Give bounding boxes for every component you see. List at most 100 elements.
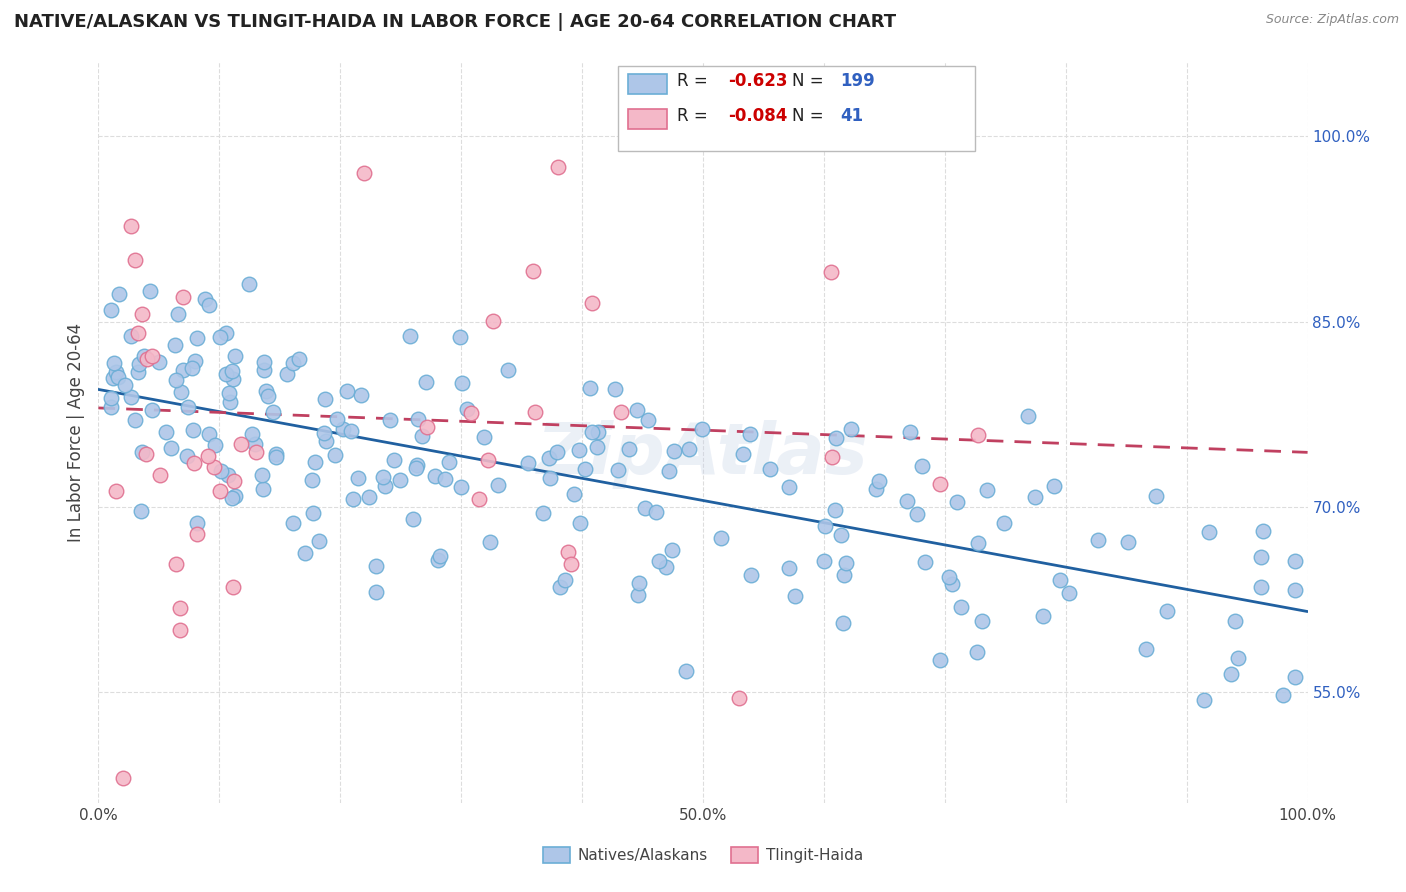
Point <box>460 406 482 420</box>
Point <box>830 527 852 541</box>
Point <box>238 277 260 291</box>
Point <box>262 405 284 419</box>
Point <box>423 469 446 483</box>
Point <box>433 472 456 486</box>
Point <box>170 385 193 400</box>
Point <box>928 477 950 491</box>
Point <box>302 506 325 520</box>
Point <box>165 557 187 571</box>
Point <box>586 425 609 440</box>
Point <box>416 420 439 434</box>
Point <box>740 426 762 441</box>
Point <box>301 473 323 487</box>
Point <box>1226 651 1249 665</box>
Point <box>215 367 238 381</box>
Point <box>325 412 347 426</box>
Point <box>821 450 844 464</box>
Point <box>197 426 219 441</box>
Point <box>253 355 276 369</box>
Point <box>831 616 853 631</box>
Point <box>938 570 960 584</box>
Point <box>224 349 246 363</box>
Point <box>304 455 326 469</box>
Text: -0.623: -0.623 <box>728 72 787 90</box>
Point <box>496 362 519 376</box>
Point <box>131 445 153 459</box>
Point <box>218 394 240 409</box>
Point <box>560 558 582 572</box>
Point <box>1220 667 1243 681</box>
Point <box>911 458 934 473</box>
Point <box>129 504 152 518</box>
Point <box>378 413 401 427</box>
Point <box>314 392 336 406</box>
Point <box>627 576 650 591</box>
Point <box>905 508 928 522</box>
Point <box>411 429 433 443</box>
Point <box>149 467 172 482</box>
Point <box>710 532 733 546</box>
Point <box>517 456 540 470</box>
Point <box>141 403 163 417</box>
Point <box>946 494 969 508</box>
Point <box>141 350 163 364</box>
Point <box>245 444 267 458</box>
Point <box>437 454 460 468</box>
Point <box>257 389 280 403</box>
Point <box>450 479 472 493</box>
Point <box>405 460 427 475</box>
Point <box>814 519 837 533</box>
FancyBboxPatch shape <box>628 73 668 94</box>
Point <box>366 559 388 574</box>
Point <box>165 373 187 387</box>
Text: ZipAtlas: ZipAtlas <box>537 420 869 490</box>
Point <box>832 567 855 582</box>
FancyBboxPatch shape <box>628 109 668 129</box>
Point <box>731 447 754 461</box>
Point <box>253 363 276 377</box>
Point <box>120 390 142 404</box>
Point <box>364 585 387 599</box>
Point <box>186 516 208 530</box>
Point <box>221 364 243 378</box>
Point <box>568 443 591 458</box>
Point <box>429 549 451 563</box>
Point <box>160 441 183 455</box>
Point <box>824 503 846 517</box>
Point <box>104 365 127 379</box>
Point <box>477 452 499 467</box>
Point <box>967 536 990 550</box>
Point <box>231 437 253 451</box>
Point <box>124 413 146 427</box>
Point <box>120 328 142 343</box>
Point <box>252 483 274 497</box>
Point <box>357 490 380 504</box>
Point <box>993 516 1015 530</box>
Point <box>222 580 245 594</box>
Point <box>655 559 678 574</box>
Point <box>281 356 304 370</box>
Point <box>107 286 129 301</box>
Point <box>172 363 194 377</box>
Point <box>166 307 188 321</box>
Point <box>1043 479 1066 493</box>
Text: 41: 41 <box>841 108 863 126</box>
Point <box>124 252 146 267</box>
Point <box>336 384 359 398</box>
Point <box>138 284 160 298</box>
Point <box>783 589 806 603</box>
Point <box>266 450 288 465</box>
Point <box>100 391 122 405</box>
Point <box>314 425 336 440</box>
Point <box>382 453 405 467</box>
Point <box>740 567 762 582</box>
Point <box>898 425 921 439</box>
Text: Source: ZipAtlas.com: Source: ZipAtlas.com <box>1265 13 1399 27</box>
Point <box>204 438 226 452</box>
Point <box>315 434 337 448</box>
Point <box>486 477 509 491</box>
Point <box>100 401 122 415</box>
Point <box>169 623 191 637</box>
Point <box>450 376 472 390</box>
Point <box>522 264 544 278</box>
